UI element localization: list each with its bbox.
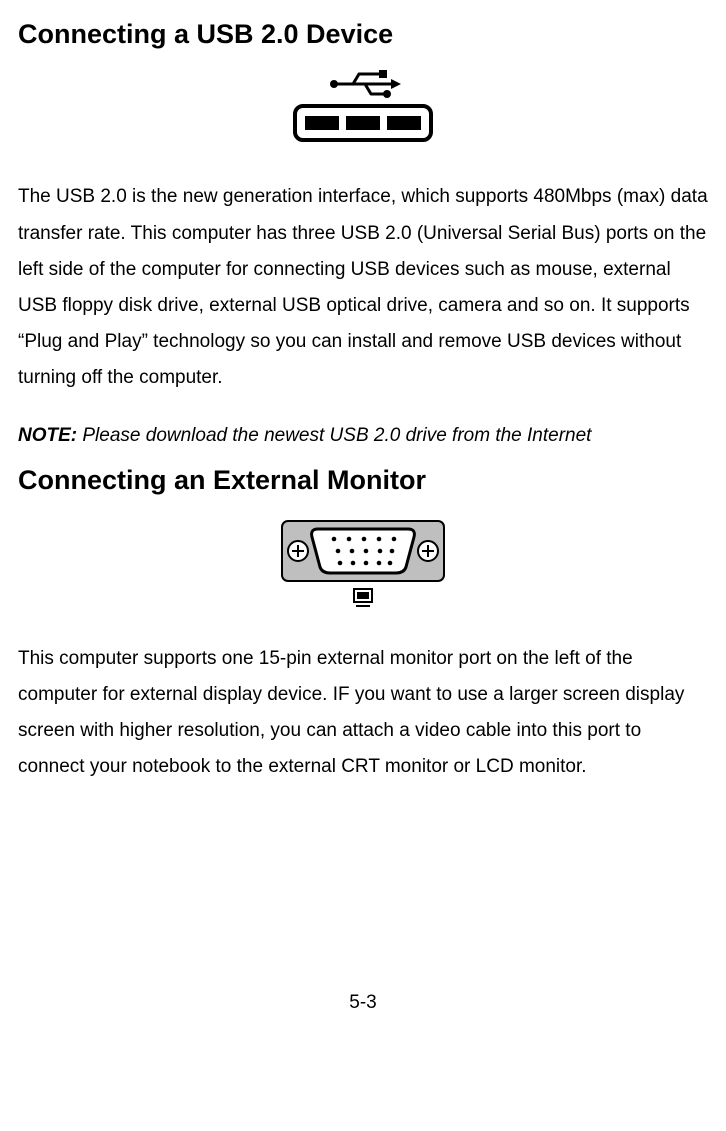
note-label: NOTE: (18, 425, 77, 446)
vga-port-icon (278, 515, 448, 610)
usb-note: NOTE: Please download the newest USB 2.0… (18, 418, 708, 454)
monitor-paragraph: This computer supports one 15-pin extern… (18, 641, 708, 785)
usb-ports-icon (283, 68, 443, 148)
section-heading-monitor: Connecting an External Monitor (18, 464, 708, 496)
usb-paragraph: The USB 2.0 is the new generation interf… (18, 179, 708, 396)
usb-ports-figure (18, 68, 708, 161)
note-body: Please download the newest USB 2.0 drive… (77, 425, 591, 446)
page-number: 5-3 (18, 985, 708, 1021)
vga-port-figure (18, 515, 708, 623)
section-heading-usb: Connecting a USB 2.0 Device (18, 18, 708, 50)
